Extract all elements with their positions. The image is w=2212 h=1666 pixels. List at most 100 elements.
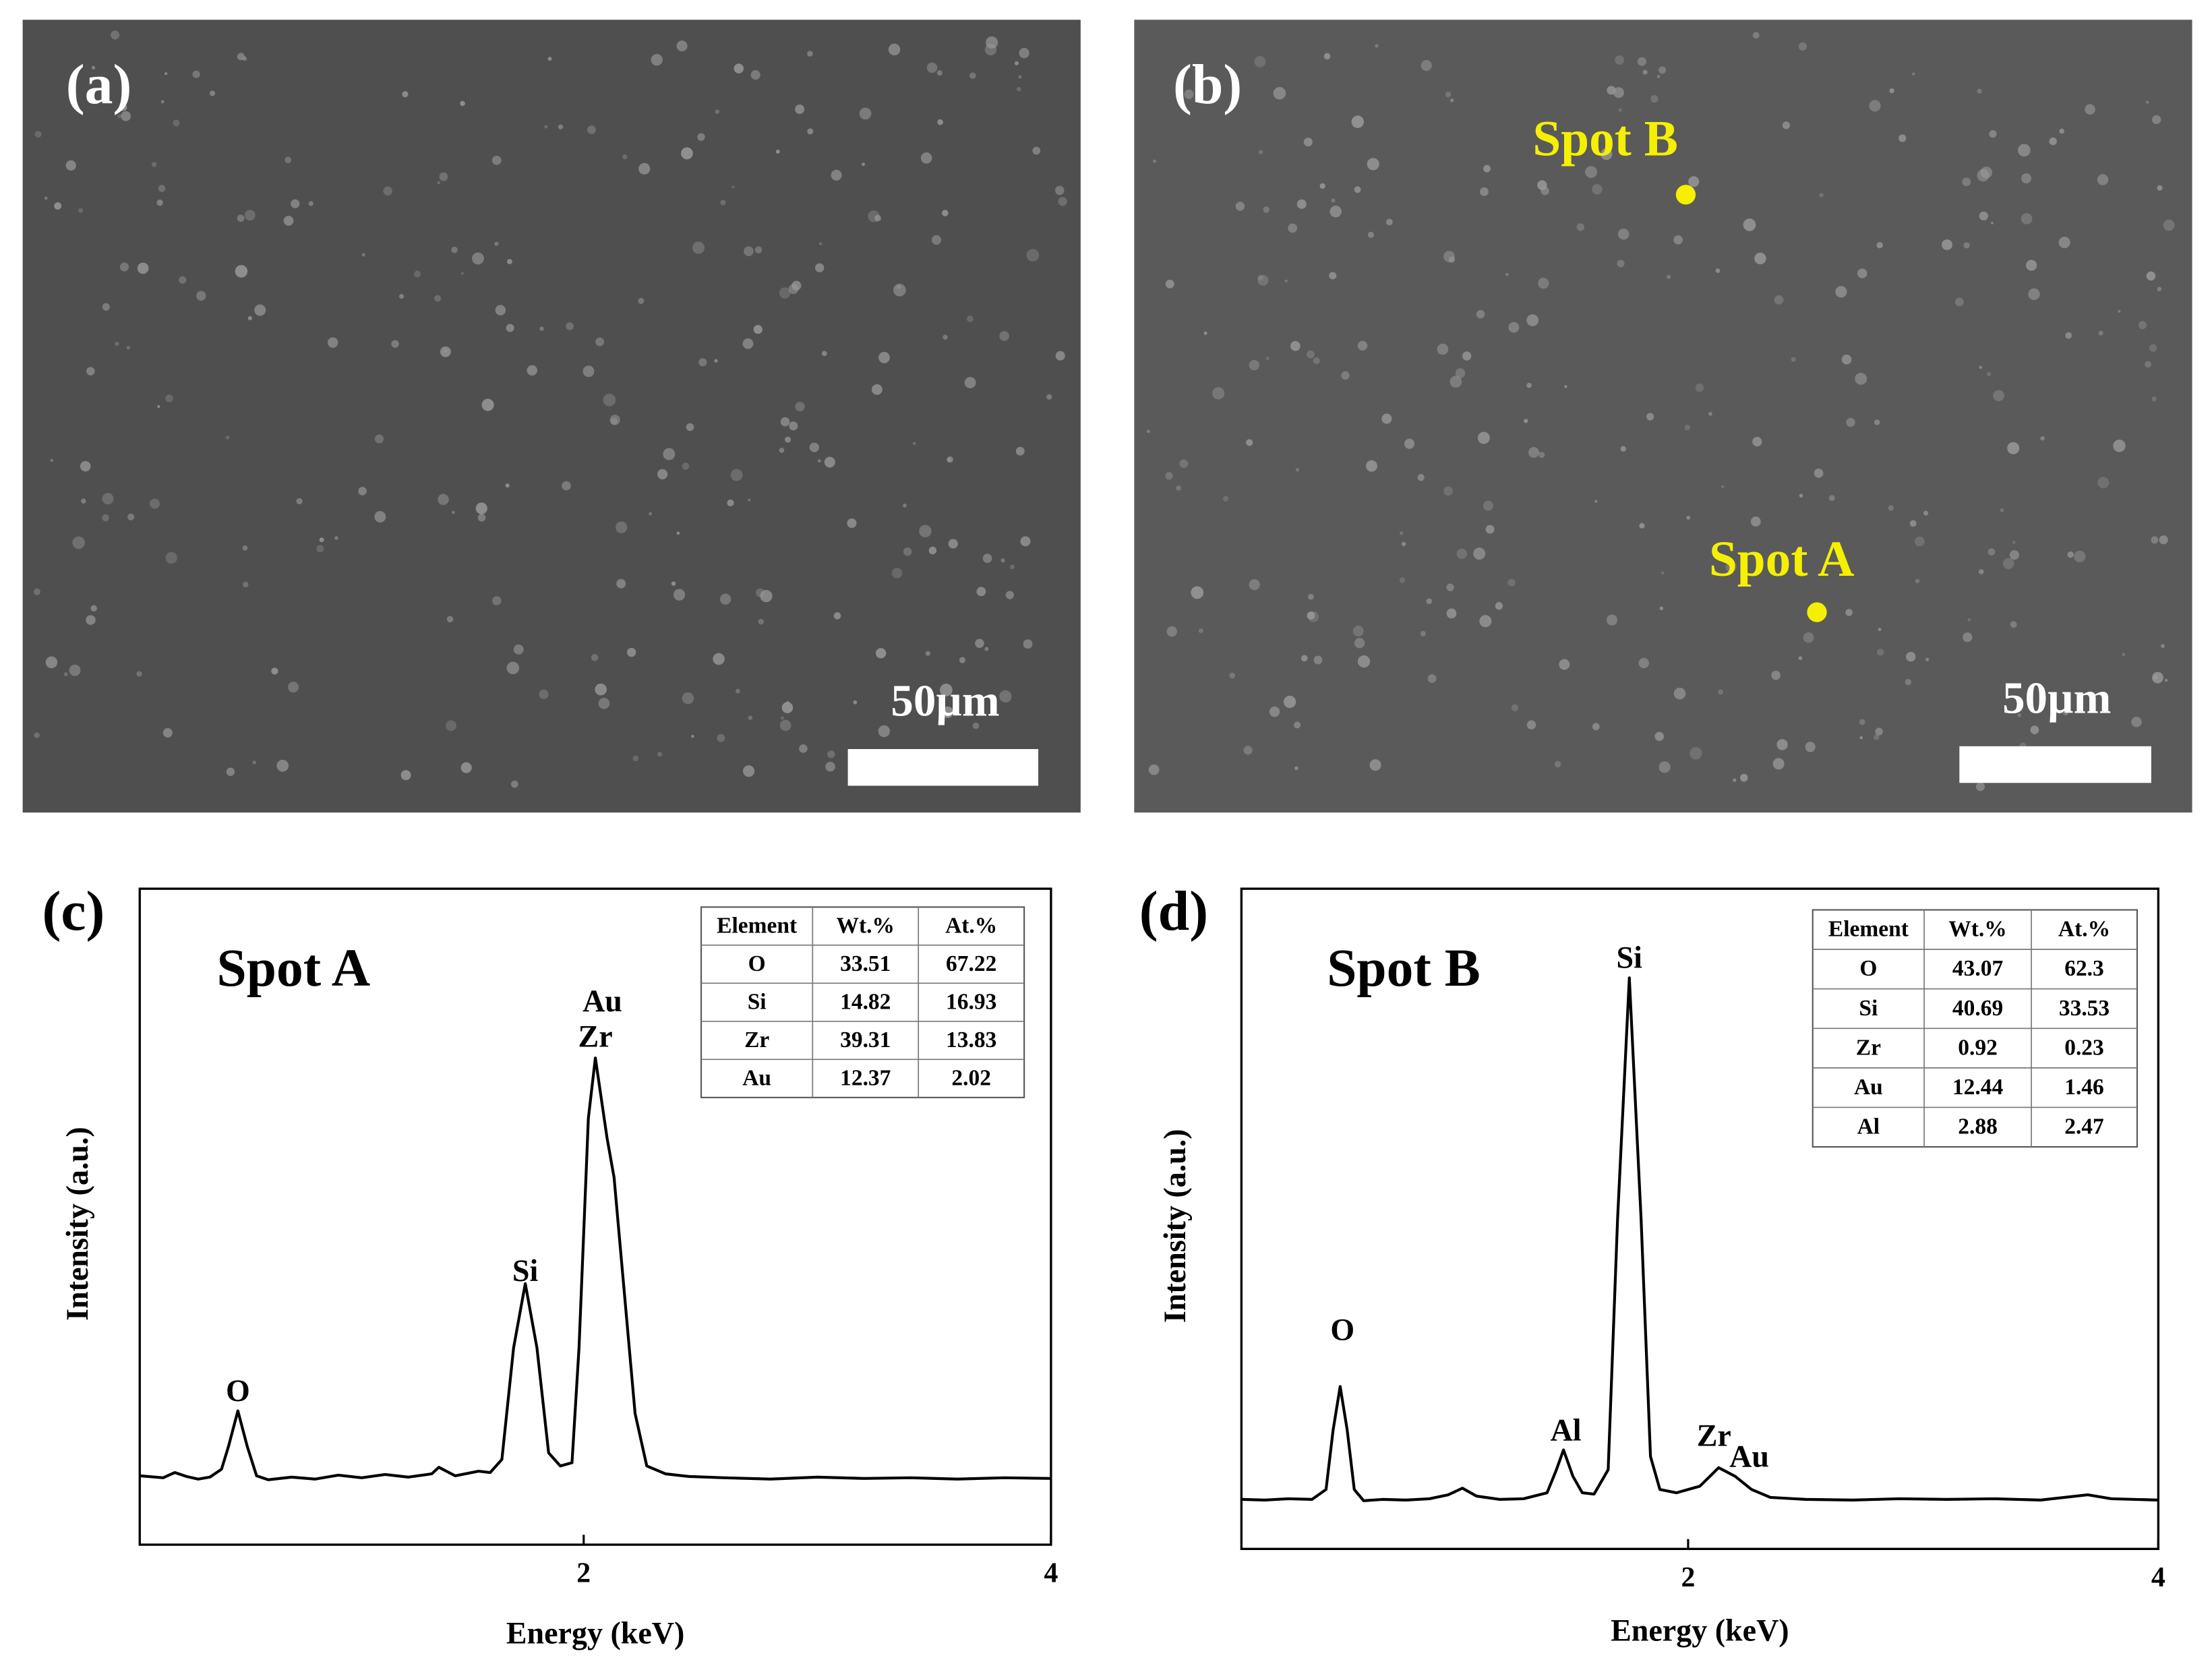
speckle xyxy=(80,460,91,472)
speckle xyxy=(119,262,129,272)
speckle xyxy=(1191,586,1204,599)
speckle xyxy=(1020,536,1031,547)
speckle xyxy=(506,324,514,332)
speckle xyxy=(2030,725,2039,735)
chart-title: Spot A xyxy=(217,939,371,998)
speckle xyxy=(1638,657,1649,669)
speckle xyxy=(1954,297,1964,307)
speckle xyxy=(1725,561,1737,572)
speckle xyxy=(2159,535,2168,545)
speckle xyxy=(1243,746,1253,755)
speckle xyxy=(505,483,510,488)
speckle xyxy=(975,638,984,649)
speckle xyxy=(638,297,645,304)
speckle xyxy=(984,647,989,651)
speckle xyxy=(663,448,676,460)
speckle xyxy=(595,337,605,347)
speckle xyxy=(1912,72,1915,76)
speckle xyxy=(2009,550,2020,560)
speckle xyxy=(1667,274,1671,279)
speckle xyxy=(1977,169,1990,182)
scale-bar-label: 50µm xyxy=(891,676,999,726)
speckle xyxy=(117,114,121,119)
speckle xyxy=(374,510,386,523)
speckle xyxy=(1015,446,1025,456)
x-tick-label: 2 xyxy=(1681,1562,1695,1593)
speckle xyxy=(1258,150,1263,154)
table-header: Wt.% xyxy=(1948,917,2006,942)
speckle xyxy=(807,51,813,57)
speckle xyxy=(196,291,206,301)
peak-label: Au xyxy=(1729,1439,1769,1474)
speckle xyxy=(158,185,166,192)
peak-label: Zr xyxy=(1697,1418,1731,1452)
spectrum-line xyxy=(140,1057,1051,1481)
speckle xyxy=(731,185,735,189)
speckle xyxy=(888,43,901,56)
table-cell: 62.3 xyxy=(2064,956,2104,981)
speckle xyxy=(1905,651,1916,662)
plot-frame xyxy=(1240,887,2160,1551)
speckle xyxy=(1538,277,1549,289)
speckle xyxy=(673,589,686,601)
speckle xyxy=(235,265,248,278)
speckle xyxy=(1592,723,1600,731)
speckle xyxy=(817,459,821,463)
speckle xyxy=(1505,272,1509,276)
x-axis-label: Energy (keV) xyxy=(506,1616,685,1650)
speckle xyxy=(691,734,694,738)
speckle xyxy=(566,322,574,330)
speckle xyxy=(582,365,595,378)
speckle xyxy=(2145,361,2151,368)
speckle xyxy=(1229,672,1235,679)
scale-bar xyxy=(1959,746,2151,783)
speckle xyxy=(527,365,537,376)
table-cell: Si xyxy=(748,989,767,1014)
table-cell: 13.83 xyxy=(946,1028,996,1052)
speckle xyxy=(1690,747,1702,760)
speckle xyxy=(1146,429,1150,434)
speckle xyxy=(460,100,465,107)
table-cell: Au xyxy=(1854,1075,1883,1100)
speckle xyxy=(913,442,916,445)
speckle xyxy=(781,716,784,720)
speckle xyxy=(795,105,805,115)
speckle xyxy=(562,481,571,491)
scale-bar-label: 50µm xyxy=(2002,673,2111,723)
speckle xyxy=(1835,286,1847,298)
speckle xyxy=(967,316,974,322)
speckle xyxy=(1695,383,1704,392)
speckle xyxy=(1257,274,1263,281)
speckle xyxy=(1462,351,1472,361)
speckle xyxy=(972,722,980,730)
speckle xyxy=(2151,536,2159,544)
speckle xyxy=(1032,146,1041,155)
speckle xyxy=(1846,417,1855,427)
speckle xyxy=(475,502,487,514)
speckle xyxy=(1446,608,1457,619)
speckle xyxy=(1179,459,1189,469)
peak-label: Si xyxy=(512,1253,539,1288)
speckle xyxy=(2098,330,2103,336)
speckle xyxy=(1313,357,1320,365)
speckle xyxy=(1495,602,1503,610)
speckle xyxy=(33,588,41,595)
speckle xyxy=(775,149,780,154)
speckle xyxy=(2010,621,2017,628)
table-cell: Au xyxy=(742,1065,771,1090)
speckle xyxy=(1443,251,1455,262)
speckle xyxy=(999,331,1009,341)
speckle xyxy=(1455,368,1466,378)
speckle xyxy=(681,147,693,160)
speckle xyxy=(1962,177,1971,187)
speckle xyxy=(1771,670,1781,680)
table-cell: Al xyxy=(1857,1114,1880,1139)
chart-title: Spot B xyxy=(1327,939,1481,998)
speckle xyxy=(1814,468,1824,478)
speckle xyxy=(1601,148,1613,160)
speckle xyxy=(1559,659,1570,670)
speckle xyxy=(1426,598,1433,605)
speckle xyxy=(682,463,690,470)
table-cell: Si xyxy=(1859,996,1878,1021)
